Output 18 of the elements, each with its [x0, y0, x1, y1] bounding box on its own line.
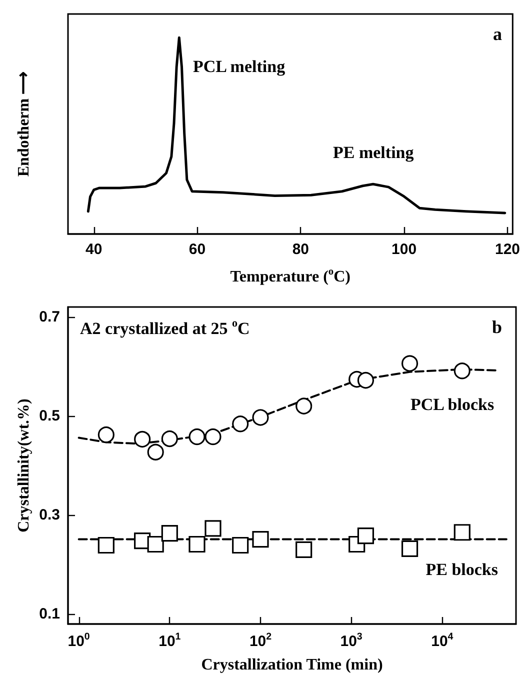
annotation: PCL melting — [193, 57, 286, 76]
y-axis-title: Endotherm ⟶ — [16, 71, 32, 177]
y-tick-label: 0.1 — [39, 606, 60, 623]
annotation: PCL blocks — [410, 395, 494, 414]
x-tick-label: 40 — [86, 241, 102, 258]
text: b — [492, 317, 502, 337]
chart-title: a — [493, 24, 502, 44]
y-tick-label: 0.5 — [39, 407, 60, 424]
annotation: PE melting — [333, 143, 414, 162]
x-tick-label: 120 — [494, 241, 520, 258]
y-axis-title: Crystallinity(wt.%) — [16, 398, 32, 532]
y-tick-label: 0.3 — [39, 506, 60, 524]
annotation: PE blocks — [426, 560, 498, 579]
x-tick-label: 80 — [292, 241, 310, 258]
y-tick-label: 0.7 — [39, 308, 60, 326]
x-tick-label: 100 — [392, 241, 417, 258]
x-tick-label: 60 — [188, 241, 206, 258]
x-axis-title: Crystallization Time (min) — [201, 656, 383, 674]
